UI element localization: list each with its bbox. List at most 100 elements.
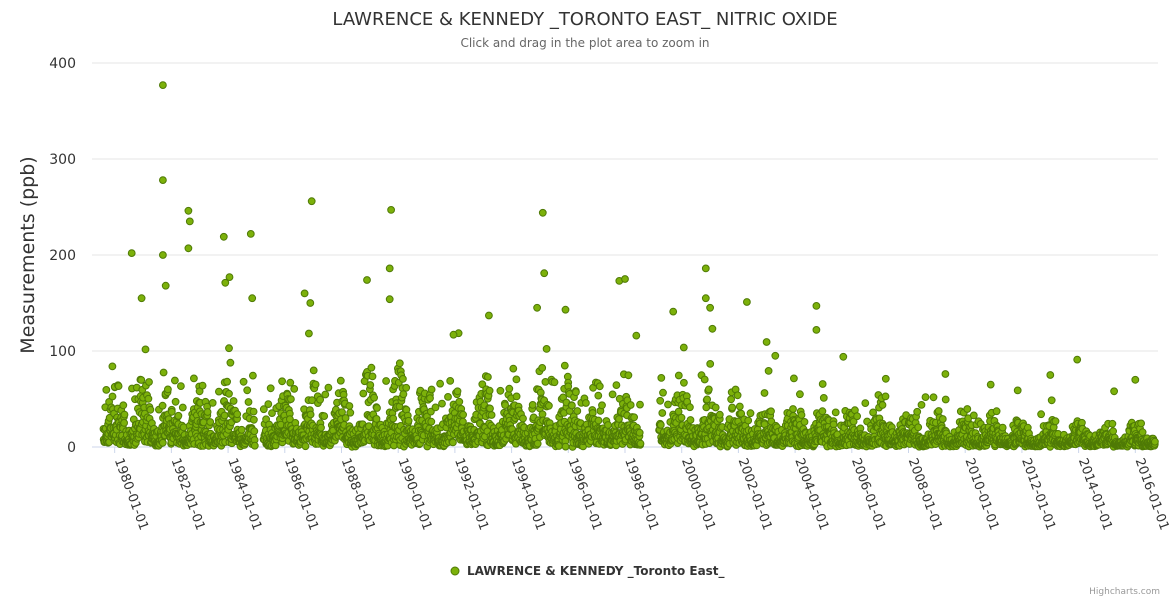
data-point[interactable] — [542, 345, 551, 353]
data-point[interactable] — [171, 376, 179, 385]
data-point[interactable] — [249, 371, 257, 380]
data-point[interactable] — [395, 359, 404, 368]
data-point[interactable] — [533, 439, 542, 448]
data-point[interactable] — [137, 376, 146, 384]
data-point[interactable] — [449, 438, 457, 447]
data-point[interactable] — [338, 408, 346, 417]
data-point[interactable] — [307, 197, 316, 206]
legend-item-label[interactable]: LAWRENCE & KENNEDY _Toronto East_ — [467, 564, 725, 579]
data-point[interactable] — [159, 176, 167, 185]
data-point[interactable] — [399, 390, 408, 399]
data-point[interactable] — [366, 381, 375, 389]
data-point[interactable] — [573, 407, 582, 415]
data-point[interactable] — [881, 392, 890, 401]
data-point[interactable] — [208, 399, 217, 407]
data-point[interactable] — [346, 408, 355, 417]
data-point[interactable] — [114, 382, 123, 391]
data-point[interactable] — [436, 379, 445, 388]
data-point[interactable] — [449, 330, 458, 339]
data-point[interactable] — [706, 303, 714, 312]
data-point[interactable] — [700, 375, 709, 384]
data-point[interactable] — [509, 364, 518, 373]
data-point[interactable] — [635, 428, 644, 437]
data-point[interactable] — [1131, 375, 1140, 384]
data-point[interactable] — [453, 387, 462, 396]
data-point[interactable] — [1109, 427, 1117, 436]
data-point[interactable] — [336, 376, 345, 385]
data-point[interactable] — [120, 419, 128, 427]
data-point[interactable] — [185, 217, 194, 226]
data-point[interactable] — [219, 232, 228, 241]
data-point[interactable] — [789, 405, 797, 413]
data-point[interactable] — [744, 416, 753, 425]
data-point[interactable] — [561, 442, 570, 451]
data-point[interactable] — [582, 399, 590, 407]
data-point[interactable] — [595, 382, 604, 391]
data-point[interactable] — [790, 374, 798, 383]
data-point[interactable] — [917, 401, 926, 409]
data-point[interactable] — [484, 373, 492, 381]
data-point[interactable] — [568, 401, 576, 410]
data-point[interactable] — [444, 393, 452, 401]
data-point[interactable] — [446, 377, 455, 385]
data-point[interactable] — [286, 378, 295, 387]
data-point[interactable] — [174, 411, 183, 420]
data-point[interactable] — [929, 393, 938, 402]
data-point[interactable] — [102, 386, 111, 394]
data-point[interactable] — [215, 387, 223, 396]
data-point[interactable] — [243, 386, 252, 395]
data-point[interactable] — [762, 338, 771, 346]
data-point[interactable] — [399, 375, 407, 383]
data-point[interactable] — [311, 380, 320, 389]
data-point[interactable] — [1138, 428, 1147, 437]
data-point[interactable] — [561, 305, 570, 314]
data-point[interactable] — [250, 427, 259, 436]
data-point[interactable] — [703, 395, 711, 404]
data-point[interactable] — [701, 294, 710, 303]
data-point[interactable] — [316, 395, 325, 404]
data-point[interactable] — [321, 390, 330, 399]
data-point[interactable] — [206, 418, 215, 426]
data-point[interactable] — [485, 386, 494, 395]
data-point[interactable] — [727, 395, 735, 404]
data-point[interactable] — [159, 81, 167, 89]
data-point[interactable] — [963, 405, 972, 413]
data-point[interactable] — [1037, 410, 1045, 419]
data-point[interactable] — [604, 421, 612, 429]
data-point[interactable] — [120, 410, 129, 419]
data-point[interactable] — [630, 413, 638, 422]
data-point[interactable] — [431, 403, 440, 412]
data-point[interactable] — [402, 383, 411, 392]
data-point[interactable] — [305, 329, 313, 338]
data-point[interactable] — [320, 412, 329, 421]
legend-marker-icon[interactable] — [450, 566, 460, 576]
data-point[interactable] — [225, 389, 233, 398]
data-point[interactable] — [797, 411, 806, 419]
data-point[interactable] — [1110, 387, 1118, 396]
data-point[interactable] — [404, 416, 413, 425]
data-point[interactable] — [359, 389, 368, 398]
data-point[interactable] — [555, 442, 563, 450]
data-point[interactable] — [505, 384, 514, 393]
data-point[interactable] — [223, 377, 232, 386]
data-point[interactable] — [992, 407, 1001, 416]
data-point[interactable] — [184, 206, 193, 215]
data-point[interactable] — [572, 388, 580, 397]
data-point[interactable] — [220, 411, 229, 420]
data-point[interactable] — [1151, 437, 1159, 446]
data-point[interactable] — [478, 380, 487, 389]
data-point[interactable] — [268, 409, 276, 418]
data-point[interactable] — [309, 366, 318, 375]
data-point[interactable] — [278, 377, 287, 386]
data-point[interactable] — [501, 401, 510, 410]
data-point[interactable] — [144, 394, 153, 403]
data-point[interactable] — [368, 372, 377, 381]
data-point[interactable] — [545, 401, 553, 410]
data-point[interactable] — [164, 385, 172, 394]
data-point[interactable] — [701, 264, 710, 273]
data-point[interactable] — [184, 244, 193, 253]
data-point[interactable] — [594, 391, 603, 400]
data-point[interactable] — [244, 398, 253, 406]
data-point[interactable] — [373, 404, 381, 412]
